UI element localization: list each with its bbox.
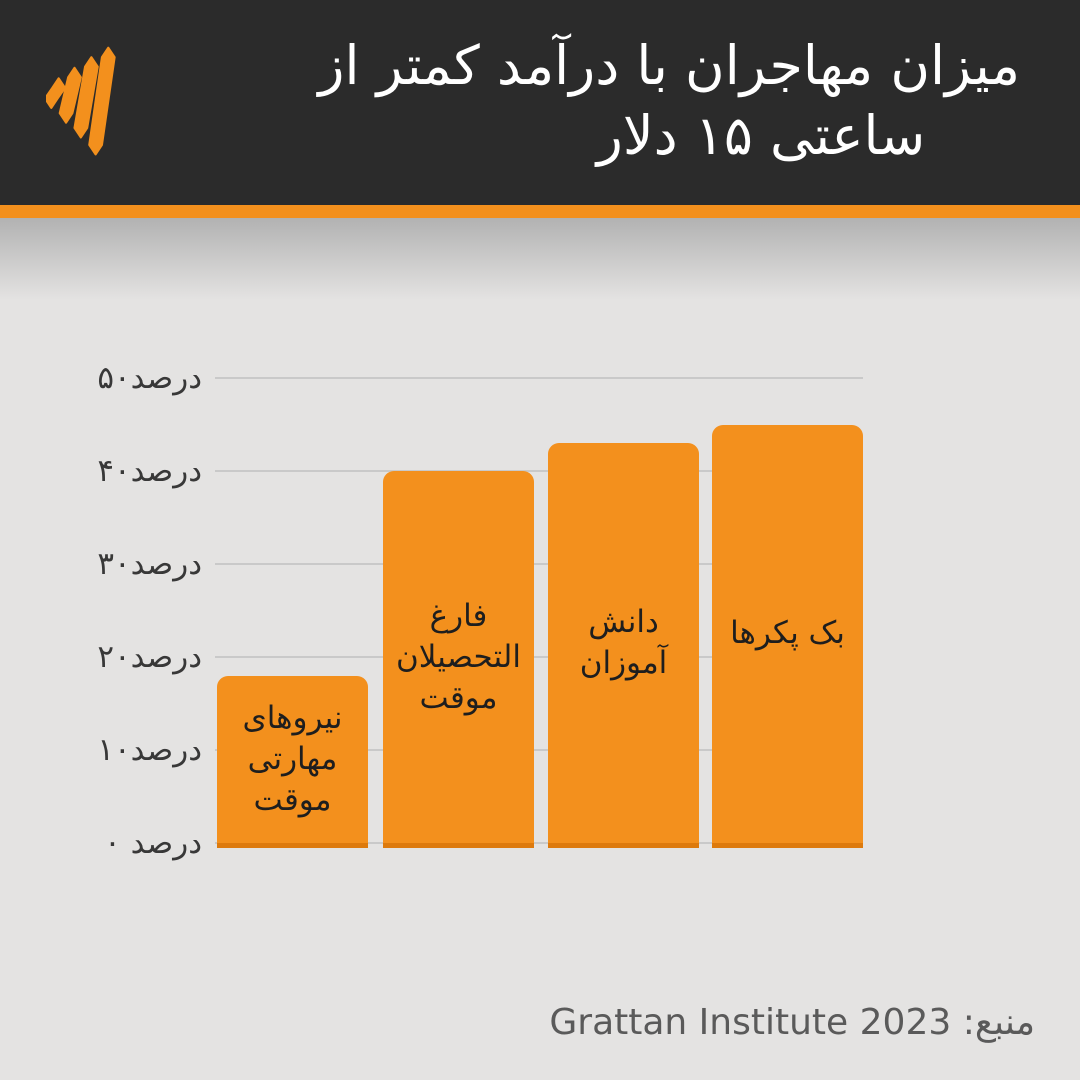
bar-label: فارغ التحصیلان موقت xyxy=(396,597,521,716)
y-axis-tick-label: ۴۰درصد xyxy=(97,453,202,489)
y-axis-tick-label: ۵۰درصد xyxy=(97,360,202,396)
gridline xyxy=(215,377,863,379)
source-credit: منبع: Grattan Institute 2023 xyxy=(549,1002,1035,1043)
y-axis-tick-label: ۳۰درصد xyxy=(97,546,202,582)
chart-title-line-1: میزان مهاجران با درآمد کمتر از xyxy=(318,34,1020,97)
gridline xyxy=(215,563,863,565)
bar: نیروهای مهارتی موقت xyxy=(217,675,368,848)
gridline xyxy=(215,656,863,658)
bar-label: نیروهای مهارتی موقت xyxy=(242,699,343,818)
header-banner: میزان مهاجران با درآمد کمتر از ساعتی ۱۵ … xyxy=(0,0,1080,205)
gridline xyxy=(215,749,863,751)
gridline xyxy=(215,470,863,472)
sbs-logo-icon xyxy=(46,46,116,156)
bar: فارغ التحصیلان موقت xyxy=(383,471,534,848)
bar-label: دانش آموزان xyxy=(579,604,668,682)
bar: دانش آموزان xyxy=(548,443,699,848)
gridline xyxy=(215,842,863,844)
y-axis-tick-label: ۰ درصد xyxy=(104,825,202,861)
bar: بک پکرها xyxy=(712,424,863,848)
orange-accent-stripe xyxy=(0,205,1080,218)
y-axis-tick-label: ۲۰درصد xyxy=(97,639,202,675)
bar-chart: ۵۰درصد ۴۰درصد ۳۰درصد ۲۰درصد ۱۰درصد ۰ درصد نیرو… xyxy=(0,218,1080,1080)
y-axis-tick-label: ۱۰درصد xyxy=(97,732,202,768)
chart-title-line-2: ساعتی ۱۵ دلار xyxy=(596,104,926,167)
bar-label: بک پکرها xyxy=(730,615,845,652)
